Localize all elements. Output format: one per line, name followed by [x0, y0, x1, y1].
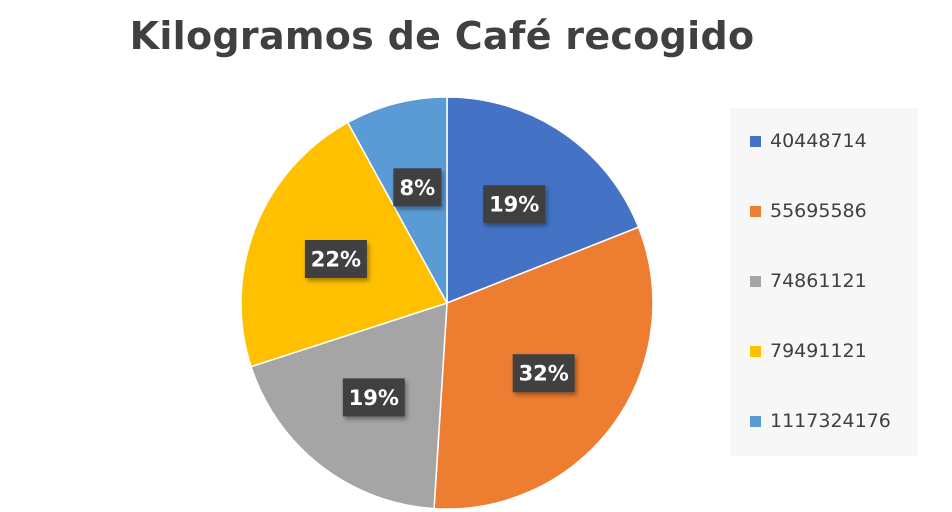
data-label-text: 19%	[349, 386, 399, 410]
legend-label: 55695586	[770, 200, 867, 222]
data-label-box	[512, 354, 575, 393]
data-label-79491121: 22%	[304, 240, 367, 278]
data-label-text: 8%	[399, 176, 435, 200]
data-label-box	[342, 378, 405, 417]
legend-swatch	[750, 205, 761, 217]
legend-item-79491121: 79491121	[750, 339, 867, 363]
legend-swatch	[750, 275, 761, 287]
data-label-text: 22%	[311, 248, 361, 272]
legend-swatch	[750, 345, 761, 357]
legend-item-55695586: 55695586	[750, 199, 867, 223]
data-label-box	[483, 185, 546, 224]
legend-item-74861121: 74861121	[750, 269, 867, 293]
legend-item-1117324176: 1117324176	[750, 409, 891, 433]
legend-swatch	[750, 415, 761, 427]
chart-legend: 40448714 55695586 74861121 79491121 11173241…	[730, 108, 918, 456]
legend-label: 79491121	[770, 340, 867, 362]
data-label-74861121: 19%	[342, 378, 405, 417]
data-label-box	[304, 240, 367, 278]
data-label-box	[393, 168, 442, 207]
chart-title: Kilogramos de Café recogido	[129, 14, 755, 58]
legend-item-40448714: 40448714	[750, 129, 867, 153]
data-label-55695586: 32%	[512, 354, 575, 393]
legend-swatch	[750, 135, 761, 147]
data-label-1117324176: 8%	[393, 168, 442, 207]
legend-label: 74861121	[770, 270, 867, 292]
data-label-text: 19%	[489, 193, 539, 217]
legend-label: 1117324176	[770, 410, 891, 432]
data-label-40448714: 19%	[483, 185, 546, 224]
data-label-text: 32%	[519, 362, 569, 386]
legend-label: 40448714	[770, 130, 867, 152]
